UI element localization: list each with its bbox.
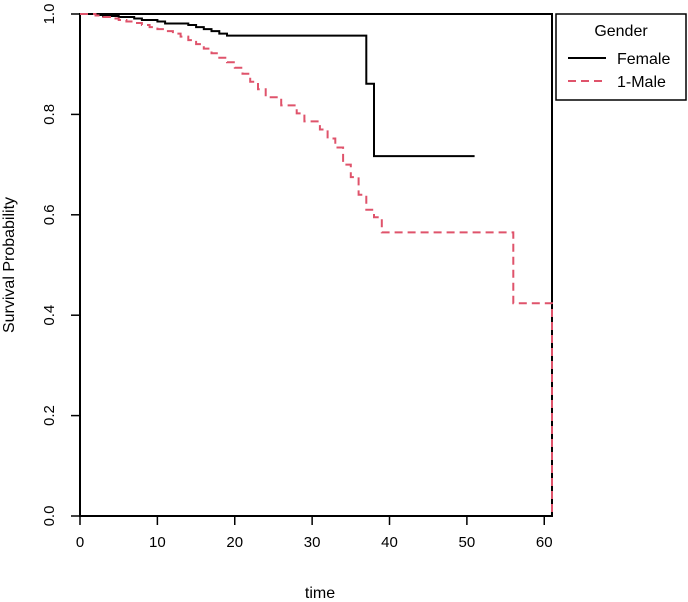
x-tick-label: 40: [381, 534, 398, 551]
legend: Gender Female 1-Male: [555, 13, 687, 101]
y-tick-label: 0.8: [41, 104, 58, 125]
x-axis: 0 10 20 30 40 50 60: [76, 516, 553, 551]
y-tick-label: 0.6: [41, 204, 58, 225]
x-tick-label: 0: [76, 534, 84, 551]
y-tick-label: 0.2: [41, 405, 58, 426]
x-tick-label: 30: [304, 534, 321, 551]
series-line-male: [80, 13, 553, 516]
series-line-female: [80, 13, 475, 158]
series-layer: [80, 13, 553, 516]
x-tick-label: 20: [226, 534, 243, 551]
y-tick-label: 0.4: [41, 305, 58, 326]
legend-label-female: Female: [617, 51, 670, 68]
x-axis-title: time: [305, 585, 335, 602]
x-tick-label: 10: [149, 534, 166, 551]
x-tick-label: 50: [459, 534, 476, 551]
y-tick-label: 1.0: [41, 4, 58, 25]
y-axis-title: Survival Probability: [1, 197, 18, 333]
plot-frame: [79, 13, 553, 517]
x-tick-label: 60: [536, 534, 553, 551]
legend-title: Gender: [594, 23, 648, 40]
legend-label-male: 1-Male: [617, 74, 666, 91]
y-tick-label: 0.0: [41, 506, 58, 527]
y-axis: 0.0 0.2 0.4 0.6 0.8 1.0: [41, 4, 80, 527]
